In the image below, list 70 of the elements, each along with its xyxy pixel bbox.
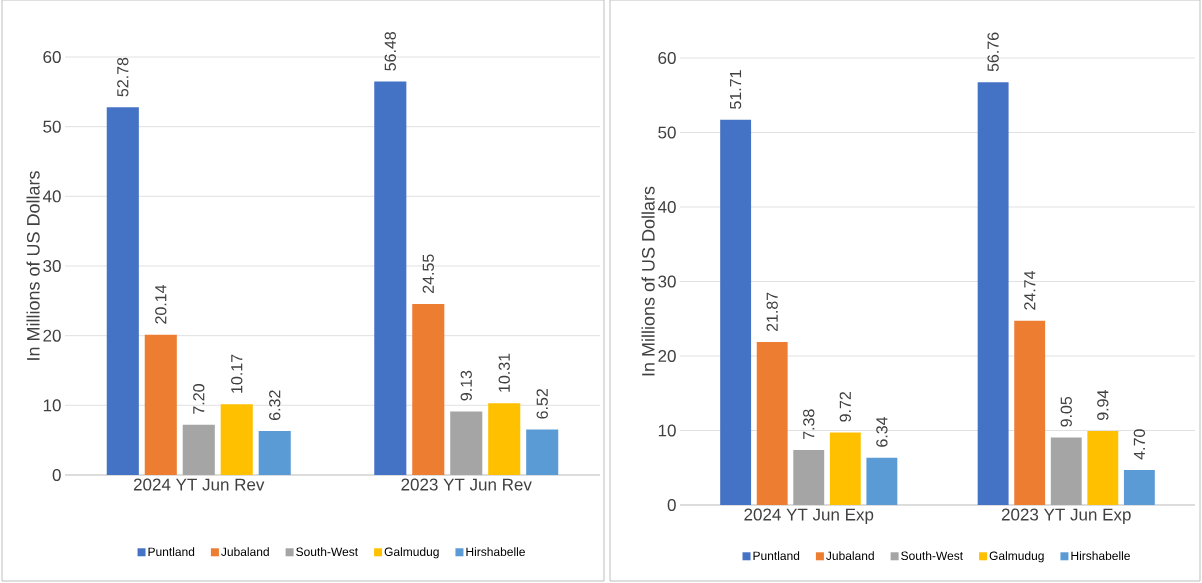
bar (720, 119, 752, 505)
data-label: 20.14 (155, 284, 167, 324)
y-tick-label: 10 (43, 399, 61, 412)
y-tick-label: 40 (42, 190, 61, 203)
legend-label: Hirshabelle (1071, 551, 1130, 560)
bar (488, 403, 521, 475)
legend-label: South-West (901, 551, 963, 560)
bar (1014, 320, 1046, 505)
data-label: 56.48 (384, 31, 396, 71)
data-label: 9.94 (1097, 390, 1109, 420)
bar (756, 342, 788, 505)
legend-label: Jubaland (221, 547, 269, 556)
y-tick-label: 20 (43, 329, 61, 342)
legend-label: Hirshabelle (466, 547, 525, 556)
y-tick-label: 50 (658, 126, 676, 139)
data-label: 51.71 (730, 70, 742, 109)
data-label: 9.13 (460, 370, 472, 401)
bar (866, 457, 898, 505)
data-label: 56.76 (987, 32, 999, 72)
data-label: 6.32 (269, 390, 281, 420)
legend-label: Galmudug (989, 551, 1044, 563)
y-axis-title: In Millions of US Dollars (26, 171, 40, 360)
data-label: 4.70 (1133, 429, 1146, 460)
bar (1050, 437, 1082, 505)
bar (526, 429, 559, 475)
legend-label: South-West (296, 547, 358, 556)
bar (258, 430, 291, 475)
legend-label: Jubaland (826, 551, 874, 560)
data-label: 52.78 (117, 57, 129, 97)
bar (450, 411, 483, 475)
legend-label: Puntland (753, 551, 800, 560)
data-label: 7.38 (803, 409, 815, 439)
x-tick-label: 2024 YT Jun Rev (133, 478, 265, 491)
bar (829, 432, 861, 505)
data-label: 9.05 (1060, 396, 1072, 427)
data-label: 7.20 (193, 384, 205, 414)
y-tick-label: 30 (43, 259, 61, 273)
x-tick-label: 2024 YT Jun Exp (744, 508, 874, 524)
y-axis-title: In Millions of US Dollars (641, 186, 655, 376)
y-tick-label: 60 (658, 51, 676, 65)
bar (182, 424, 215, 475)
data-label: 10.31 (498, 353, 510, 392)
legend-label: Puntland (148, 547, 195, 556)
bar (106, 107, 139, 475)
x-tick-label: 2023 YT Jun Exp (1001, 508, 1131, 524)
bar (374, 81, 407, 475)
bar (144, 334, 177, 475)
y-tick-label: 50 (43, 120, 61, 133)
bar (412, 303, 445, 475)
y-tick-label: 0 (52, 468, 61, 482)
data-label: 24.74 (1024, 270, 1036, 310)
legend-label: Galmudug (384, 547, 439, 559)
data-label: 10.17 (231, 354, 243, 393)
bar (977, 82, 1009, 505)
bar (220, 404, 253, 475)
data-label: 6.52 (536, 389, 548, 419)
data-label: 6.34 (876, 416, 888, 447)
data-label: 24.55 (422, 254, 434, 293)
bar (793, 450, 825, 505)
y-tick-label: 10 (658, 424, 676, 437)
bar (1123, 469, 1155, 505)
data-label: 9.72 (839, 392, 851, 422)
data-label: 21.87 (766, 292, 778, 332)
bar (1087, 430, 1119, 505)
y-tick-label: 30 (658, 275, 676, 288)
y-tick-label: 40 (657, 200, 676, 214)
y-tick-label: 0 (667, 498, 676, 512)
x-tick-label: 2023 YT Jun Rev (401, 478, 532, 491)
y-tick-label: 60 (43, 50, 61, 64)
y-tick-label: 20 (658, 349, 676, 363)
